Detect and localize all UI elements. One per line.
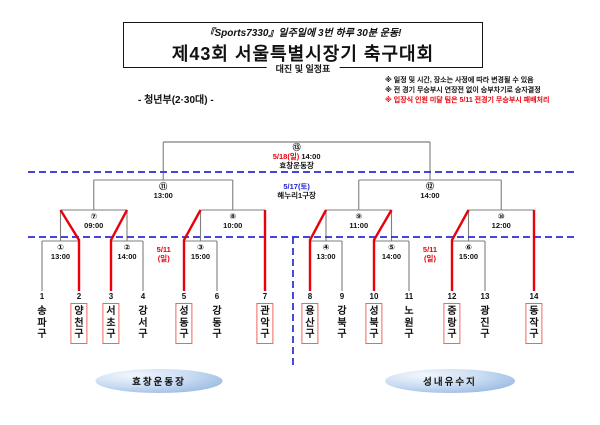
division-label: - 청년부(2·30대) - <box>138 95 214 106</box>
page-title: 제43회 서울특별시장기 축구대회 <box>171 44 435 64</box>
match-label-round1: ③ 15:00 <box>190 243 211 261</box>
winner-path <box>182 209 202 291</box>
semifinal-day-label: 5/17(토) 해누리1구장 <box>277 182 316 200</box>
title-box: 『Sports7330』일주일에 3번 하루 30분 운동! 제43회 서울특별… <box>123 22 483 68</box>
team-label: 11 노 원 구 <box>400 292 417 344</box>
match-label-round1: ① 13:00 <box>50 243 71 261</box>
team-label: 2 양 천 구 <box>70 292 88 344</box>
team-number: 1 <box>39 292 45 301</box>
team-number: 3 <box>108 292 114 301</box>
team-number: 2 <box>76 292 82 301</box>
team-name-advanced: 서 초 구 <box>102 303 120 344</box>
team-name-advanced: 동 작 구 <box>525 303 543 344</box>
team-label: 10 성 북 구 <box>365 292 383 344</box>
match-label-quarterfinal: ⑧ 10:00 <box>223 212 243 230</box>
team-name: 노 원 구 <box>404 306 414 340</box>
winner-path <box>372 209 393 291</box>
team-label: 14 동 작 구 <box>525 292 543 344</box>
team-number: 5 <box>181 292 187 301</box>
winner-path <box>308 209 328 291</box>
team-number: 13 <box>480 292 490 301</box>
subtitle: 대진 및 일정표 <box>266 62 340 75</box>
team-name-advanced: 성 동 구 <box>175 303 193 344</box>
team-number: 14 <box>529 292 539 301</box>
team-number: 12 <box>447 292 457 301</box>
note-line: ※ 전 경기 무승부시 연장전 없이 승부차기로 승자결정 <box>385 86 541 94</box>
team-label: 5 성 동 구 <box>175 292 193 344</box>
team-label: 3 서 초 구 <box>102 292 120 344</box>
team-number: 7 <box>262 292 268 301</box>
round1-day-label: 5/11 (일) <box>422 245 438 263</box>
team-name-advanced: 관 악 구 <box>256 303 274 344</box>
match-label-round1: ④ 13:00 <box>316 243 336 261</box>
team-name-advanced: 중 랑 구 <box>443 303 461 344</box>
winner-path <box>59 209 81 291</box>
team-number: 8 <box>307 292 313 301</box>
slogan-text: 『Sports7330』일주일에 3번 하루 30분 운동! <box>204 28 402 39</box>
final-match-label: ⑬ 5/18(일) 14:00 효창운동장 <box>272 143 321 170</box>
match-label-semifinal: ⑪ 13:00 <box>153 182 173 200</box>
team-name: 강 동 구 <box>212 306 222 340</box>
venue-ellipse-left: 효창운동장 <box>95 369 223 393</box>
team-number: 4 <box>140 292 146 301</box>
winner-path <box>109 209 129 291</box>
match-label-round1: ⑥ 15:00 <box>458 243 479 261</box>
team-label: 7 관 악 구 <box>256 292 274 344</box>
team-label: 4 강 서 구 <box>134 292 151 344</box>
team-number: 6 <box>214 292 220 301</box>
note-line-warning: ※ 입장식 인원 미달 팀은 5/11 전경기 무승부시 패배처리 <box>385 96 550 104</box>
round1-day-label: 5/11 (일) <box>156 245 171 263</box>
match-label-semifinal: ⑫ 14:00 <box>420 182 440 200</box>
team-name: 광 진 구 <box>480 306 490 340</box>
notes-block: ※ 일정 및 시간, 장소는 사정에 따라 변경될 수 있음 ※ 전 경기 무승… <box>385 76 549 105</box>
team-name-advanced: 성 북 구 <box>365 303 383 344</box>
venue-ellipse-right: 성내유수지 <box>385 369 515 393</box>
team-label: 1 송 파 구 <box>33 292 50 344</box>
team-name: 강 북 구 <box>337 306 347 340</box>
match-label-quarterfinal: ⑨ 11:00 <box>349 212 369 230</box>
team-label: 12 중 랑 구 <box>443 292 461 344</box>
match-label-quarterfinal: ⑩ 12:00 <box>491 212 511 230</box>
team-name: 송 파 구 <box>37 306 47 340</box>
match-label-quarterfinal: ⑦ 09:00 <box>84 212 104 230</box>
team-label: 13 광 진 구 <box>476 292 493 344</box>
team-label: 9 강 북 구 <box>333 292 350 344</box>
team-number: 10 <box>369 292 379 301</box>
match-label-round1: ⑤ 14:00 <box>381 243 402 261</box>
team-name-advanced: 양 천 구 <box>70 303 88 344</box>
team-name: 강 서 구 <box>138 306 148 340</box>
team-name-advanced: 용 산 구 <box>301 303 319 344</box>
team-number: 11 <box>404 292 414 301</box>
note-line: ※ 일정 및 시간, 장소는 사정에 따라 변경될 수 있음 <box>385 77 534 84</box>
team-number: 9 <box>339 292 345 301</box>
team-label: 6 강 동 구 <box>208 292 225 344</box>
match-label-round1: ② 14:00 <box>117 243 137 261</box>
winner-path <box>450 209 470 291</box>
team-label: 8 용 산 구 <box>301 292 319 344</box>
